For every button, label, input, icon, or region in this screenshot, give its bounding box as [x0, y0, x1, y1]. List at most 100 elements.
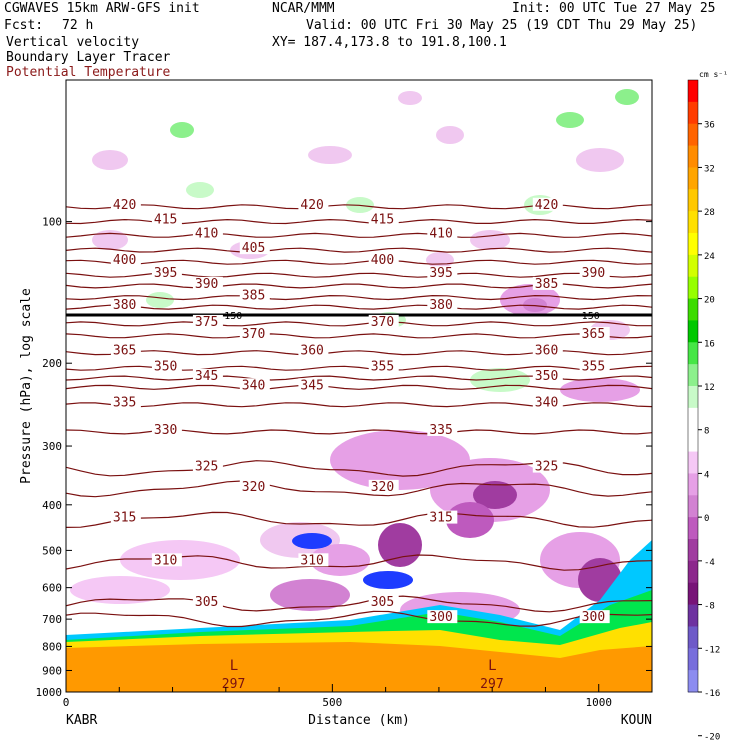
colorbar-label: 12 — [704, 383, 715, 393]
contour-label-bg — [368, 314, 399, 328]
velocity-blob — [70, 576, 170, 604]
velocity-blob — [473, 481, 517, 509]
colorbar-swatch — [688, 407, 698, 431]
contour-label: 355 — [371, 359, 394, 374]
colorbar-label: 36 — [704, 121, 715, 131]
field-boundary-layer-tracer: Boundary Layer Tracer — [6, 50, 171, 65]
x-tick-label: 0 — [63, 696, 70, 709]
contour-label-bg — [192, 314, 223, 328]
theta-contour — [66, 259, 652, 265]
theta-contour — [66, 480, 652, 498]
colorbar-swatch — [688, 80, 698, 103]
contour-label-bg — [427, 422, 458, 436]
contour-label-bg — [427, 510, 458, 524]
theta-contour — [66, 247, 652, 253]
velocity-blob — [470, 230, 510, 250]
colorbar-unit: cm s⁻¹ — [699, 70, 728, 79]
contour-label-bg — [110, 298, 141, 312]
velocity-blob — [556, 112, 584, 128]
contour-label-bg — [298, 197, 329, 211]
left-station: KABR — [66, 713, 97, 728]
colorbar-label: -16 — [704, 689, 720, 699]
contour-label: 365 — [582, 327, 605, 342]
theta-contour — [66, 375, 652, 381]
contour-label-bg — [427, 226, 458, 240]
colorbar: 36 32 28 24 20 16 12 8 4 0 -4 -8 -12 -16 -20 cm s⁻¹ — [687, 70, 728, 740]
velocity-blob — [92, 230, 128, 250]
contour-label: 340 — [242, 378, 265, 393]
contour-label-bg — [239, 326, 270, 340]
colorbar-label: -20 — [704, 733, 720, 740]
contour-label-bg — [192, 276, 223, 290]
colorbar-swatch — [688, 211, 698, 234]
contour-label: 415 — [371, 213, 394, 228]
contour-label: 405 — [242, 241, 265, 256]
colorbar-label: 32 — [704, 164, 715, 174]
velocity-blob — [363, 571, 413, 589]
colorbar-label: 8 — [704, 427, 709, 437]
colorbar-swatch — [688, 320, 698, 343]
low-marker: L — [230, 658, 238, 674]
contour-label: 395 — [429, 266, 452, 281]
contour-label-bg — [192, 594, 223, 608]
fcst-value: 72 h — [62, 18, 94, 33]
contour-label: 400 — [371, 253, 394, 268]
colorbar-swatch — [688, 670, 698, 693]
contour-label-bg — [192, 368, 223, 382]
colorbar-label: 24 — [704, 252, 715, 262]
colorbar-swatch — [688, 298, 698, 321]
theta-contour — [66, 610, 652, 628]
contour-label-bg — [239, 241, 270, 255]
valid-time: Valid: 00 UTC Fri 30 May 25 (19 CDT Thu … — [306, 18, 698, 33]
colorbar-label: -8 — [704, 602, 715, 612]
contour-label-bg — [532, 395, 563, 409]
contour-label: 385 — [535, 277, 558, 292]
velocity-blob — [292, 533, 332, 549]
contour-label: 350 — [535, 369, 558, 384]
colorbar-label: -12 — [704, 645, 720, 655]
velocity-blob — [446, 502, 494, 538]
contour-label: 400 — [113, 253, 136, 268]
velocity-blob — [270, 579, 350, 611]
contour-label-bg — [110, 510, 141, 524]
contour-label-bg — [298, 378, 329, 392]
contour-label: 320 — [242, 480, 265, 495]
contour-label: 340 — [535, 396, 558, 411]
velocity-blob — [523, 298, 547, 312]
contour-label-bg — [239, 479, 270, 493]
y-tick-label: 400 — [42, 499, 62, 512]
velocity-blob — [330, 430, 470, 490]
boundary-layer-tracer — [66, 642, 652, 692]
y-tick-label: 900 — [42, 664, 62, 677]
contour-label: 410 — [195, 226, 218, 241]
colorbar-swatch — [688, 123, 698, 147]
theta-contour — [66, 304, 652, 310]
colorbar-label: 28 — [704, 208, 715, 218]
y-tick-label: 700 — [42, 613, 62, 626]
contour-label-bg — [368, 253, 399, 267]
contour-label-bg — [151, 553, 182, 567]
y-axis-label: Pressure (hPa), log scale — [19, 288, 34, 484]
contour-label-bg — [579, 359, 610, 373]
colorbar-swatch — [688, 233, 698, 256]
contour-label-bg — [579, 610, 610, 624]
contour-label: 385 — [242, 289, 265, 304]
contour-label-bg — [532, 343, 563, 357]
org-label: NCAR/MMM — [272, 1, 335, 16]
contour-label: 330 — [154, 423, 177, 438]
contour-label-bg — [192, 459, 223, 473]
theta-contour — [66, 283, 652, 289]
velocity-blob — [170, 122, 194, 138]
theta-contours: 420 420 420 415 415 410 410 405 400 400 395 395 390 3… — [66, 197, 652, 692]
contour-label: 420 — [535, 198, 558, 213]
contour-label: 380 — [429, 298, 452, 313]
plot-frame — [65, 79, 653, 693]
contour-label: 325 — [535, 460, 558, 475]
contour-label: 395 — [154, 266, 177, 281]
contour-label: 380 — [113, 298, 136, 313]
contour-label-bg — [110, 253, 141, 267]
y-tick-label: 300 — [42, 440, 62, 453]
